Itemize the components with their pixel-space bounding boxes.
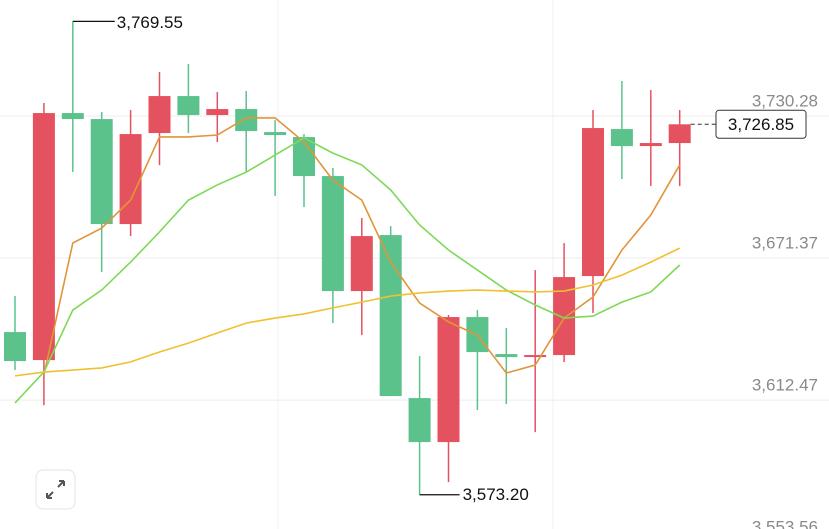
candle-body: [321, 176, 344, 292]
candle-body: [524, 355, 547, 358]
candle-body: [495, 354, 518, 358]
candle-body: [264, 132, 287, 136]
high-label: 3,769.55: [117, 13, 183, 32]
candle-body: [32, 113, 55, 361]
candle-body: [206, 109, 229, 116]
candle-body: [379, 235, 402, 397]
expand-button[interactable]: [35, 469, 76, 510]
candle-body: [61, 113, 84, 120]
ma-line: [43, 117, 681, 376]
candle-body: [437, 317, 460, 443]
candle-body: [119, 134, 142, 225]
candle-body: [148, 96, 171, 134]
last-price-label: 3,726.85: [728, 115, 794, 134]
candle-body: [668, 124, 691, 144]
y-tick-label: 3,612.47: [752, 376, 818, 395]
candle-body: [610, 129, 633, 147]
candle-body: [350, 236, 373, 292]
last-price-box: [715, 109, 807, 139]
ma-line: [14, 247, 681, 377]
expand-box[interactable]: [35, 469, 76, 510]
candle-body: [408, 398, 431, 443]
candle-body: [293, 137, 315, 177]
y-tick-label: 3,730.28: [752, 92, 818, 111]
low-label: 3,573.20: [463, 485, 529, 504]
candle-body: [582, 128, 604, 277]
candle-body: [553, 277, 576, 356]
ma-line: [14, 136, 681, 404]
candle-body: [639, 143, 662, 147]
y-tick-label: 3,671.37: [752, 234, 818, 253]
expand-icon[interactable]: [46, 480, 65, 499]
candle-body: [4, 332, 26, 362]
candle-body: [235, 109, 258, 132]
candle-body: [90, 119, 113, 225]
candle-body: [177, 96, 200, 116]
y-tick-label: 3,553.56: [752, 518, 818, 529]
